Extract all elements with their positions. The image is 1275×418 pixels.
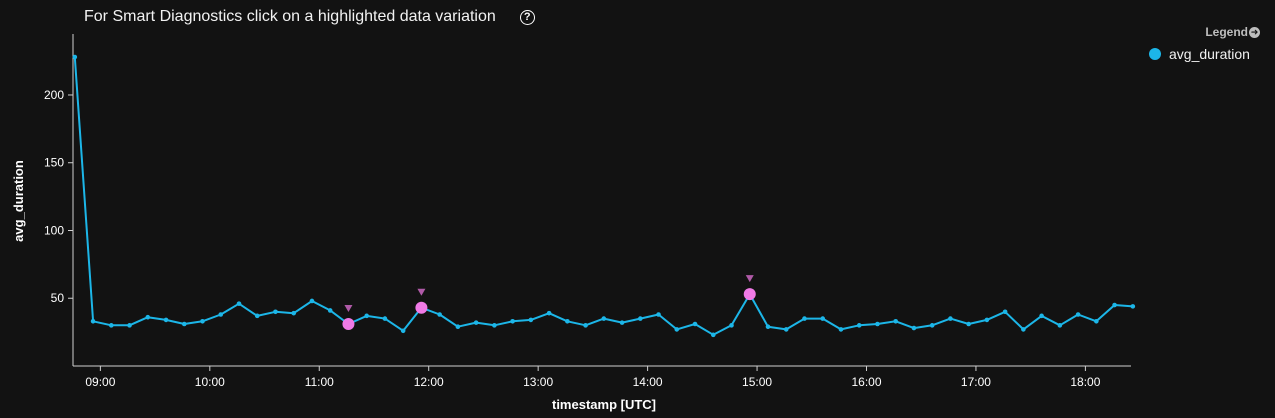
data-point [181, 321, 187, 327]
data-point [291, 310, 297, 316]
anomaly-point[interactable] [415, 301, 428, 314]
data-point [692, 321, 698, 327]
data-point [856, 323, 862, 328]
anomaly-marker-icon [417, 288, 426, 296]
y-tick-label: 100 [44, 223, 64, 237]
data-point [893, 318, 898, 324]
data-point [929, 323, 935, 328]
anomaly-marker-icon [745, 275, 754, 283]
x-tick-label: 13:00 [523, 375, 553, 389]
data-point [127, 323, 132, 328]
legend-title: Legend [1205, 25, 1248, 39]
anomaly-point[interactable] [342, 317, 355, 330]
data-point [109, 323, 114, 328]
x-tick-label: 14:00 [633, 375, 663, 389]
legend-toggle[interactable]: Legend ➜ [1205, 25, 1260, 39]
data-point [783, 327, 789, 332]
data-point [838, 327, 844, 332]
data-point [638, 316, 643, 321]
data-point [200, 318, 205, 324]
data-point [1130, 304, 1136, 309]
y-tick-label: 50 [51, 291, 65, 305]
data-point [1002, 309, 1008, 315]
data-point [236, 301, 242, 306]
x-axis-title: timestamp [UTC] [552, 397, 656, 412]
data-point [546, 310, 552, 316]
x-tick-label: 18:00 [1070, 375, 1100, 389]
data-point [875, 321, 880, 327]
data-point [254, 313, 260, 319]
x-tick-label: 12:00 [414, 375, 444, 389]
anomaly-marker-icon [344, 304, 353, 312]
data-point [802, 316, 807, 321]
axes [72, 34, 1131, 367]
data-point [984, 317, 990, 323]
data-point [1094, 318, 1099, 324]
data-point [455, 324, 461, 330]
data-point [948, 316, 953, 321]
data-point [400, 328, 406, 334]
data-point [583, 323, 588, 328]
data-point [1112, 302, 1117, 308]
data-point [619, 320, 625, 325]
data-point [473, 320, 479, 325]
data-point [565, 318, 570, 324]
data-point [492, 323, 497, 328]
arrow-right-circle-icon[interactable]: ➜ [1249, 26, 1260, 38]
data-point [820, 316, 826, 321]
y-tick-label: 200 [44, 88, 64, 102]
data-point [72, 54, 78, 60]
data-point [510, 318, 515, 324]
help-icon[interactable]: ? [519, 9, 535, 25]
series-group [72, 54, 1136, 338]
data-point [1021, 327, 1026, 332]
x-axis-ticks: 09:00 10:00 11:00 12:00 13:00 14:00 15:00 16:00… [85, 366, 1101, 389]
data-point [674, 327, 680, 332]
data-point [1039, 313, 1044, 319]
x-tick-label: 09:00 [85, 375, 115, 389]
data-point [765, 324, 771, 330]
data-point [1075, 312, 1081, 317]
legend-item-avg-duration[interactable]: avg_duration [1149, 46, 1250, 62]
x-tick-label: 11:00 [305, 375, 334, 389]
series-line-avg_duration [73, 56, 1133, 336]
x-tick-label: 16:00 [851, 375, 881, 389]
data-point [710, 332, 716, 338]
data-point [966, 321, 971, 327]
data-point [273, 309, 278, 315]
x-tick-label: 15:00 [742, 375, 772, 389]
y-tick-label: 150 [44, 156, 64, 170]
data-point [327, 308, 333, 313]
anomaly-point[interactable] [743, 288, 756, 301]
data-point [382, 316, 388, 321]
data-point [656, 312, 661, 317]
data-point [437, 312, 442, 317]
data-point [90, 318, 96, 324]
x-tick-label: 17:00 [961, 375, 991, 389]
data-point [1057, 323, 1063, 328]
legend-swatch [1149, 48, 1161, 60]
x-tick-label: 10:00 [195, 375, 225, 389]
data-point [364, 313, 369, 319]
data-point [145, 314, 151, 320]
data-point [601, 316, 607, 321]
legend-label: avg_duration [1169, 46, 1250, 62]
data-point [729, 323, 734, 328]
data-point [163, 317, 169, 323]
y-axis-ticks: 50 100 150 200 [44, 88, 73, 305]
chart-title: For Smart Diagnostics click on a highlig… [84, 8, 496, 25]
data-point [309, 298, 315, 304]
chart-header: For Smart Diagnostics click on a highlig… [84, 8, 535, 26]
data-point [218, 312, 224, 317]
data-point [911, 325, 917, 331]
data-point [528, 317, 534, 323]
y-axis-title: avg_duration [11, 160, 26, 242]
